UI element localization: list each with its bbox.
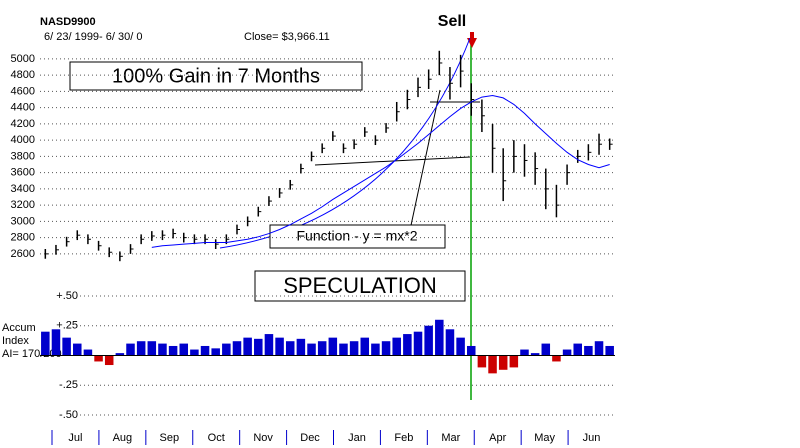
accum-bar — [381, 341, 391, 356]
y-tick-label: 3800 — [11, 150, 35, 162]
x-tick-label: Nov — [253, 432, 273, 444]
accum-bar — [552, 355, 561, 362]
accum-bar — [211, 348, 220, 356]
y-tick-label: 4400 — [11, 102, 35, 114]
accum-bar — [541, 343, 551, 356]
accum-bar — [179, 343, 189, 356]
accum-bar — [339, 343, 348, 356]
accum-bar — [73, 343, 82, 356]
accum-bar — [413, 331, 423, 356]
x-tick-label: Mar — [441, 432, 460, 444]
accum-bar — [594, 341, 604, 356]
y-tick-label: 4600 — [11, 85, 35, 97]
accum-bar — [360, 337, 370, 356]
y-tick-label: 3600 — [11, 167, 35, 179]
accum-bar — [349, 341, 359, 356]
x-tick-label: Oct — [208, 432, 225, 444]
accum-bar — [520, 349, 529, 356]
accum-bar — [41, 331, 50, 356]
x-tick-label: Dec — [300, 432, 320, 444]
annotation-box — [269, 224, 446, 249]
accum-bar — [104, 355, 114, 366]
axis-label: Accum — [2, 322, 36, 334]
trend-line — [409, 89, 441, 231]
y-tick-label: -.50 — [59, 409, 78, 421]
annotation: Function - y = mx*2 — [297, 228, 418, 244]
accum-bar — [168, 345, 178, 356]
trend-line — [314, 156, 471, 166]
accum-bar — [264, 334, 274, 356]
y-tick-label: 3400 — [11, 183, 35, 195]
accum-bar — [562, 349, 572, 356]
close-label: Close= $3,966.11 — [244, 31, 330, 43]
y-tick-label: -.25 — [59, 379, 78, 391]
accum-bar — [307, 343, 316, 356]
y-tick-label: +.50 — [56, 290, 78, 302]
accum-bar — [285, 341, 295, 356]
accum-bar — [296, 338, 306, 356]
accum-bar — [466, 345, 476, 356]
accum-bar — [530, 353, 540, 356]
accum-bar — [254, 338, 263, 356]
y-tick-label: 3000 — [11, 215, 35, 227]
accum-bar — [445, 329, 455, 356]
y-tick-label: 4800 — [11, 69, 35, 81]
accum-bar — [94, 355, 103, 362]
accum-bar — [62, 337, 71, 356]
accum-bar — [232, 341, 242, 356]
accum-bar — [456, 337, 465, 356]
x-tick-label: Sep — [160, 432, 180, 444]
accum-bar — [392, 337, 401, 356]
x-tick-label: Jan — [348, 432, 366, 444]
accum-bar — [371, 343, 380, 356]
accum-bar — [584, 345, 593, 356]
accum-bar — [115, 353, 125, 356]
accum-bar — [573, 343, 582, 356]
accum-bar — [243, 337, 252, 356]
x-tick-label: Feb — [394, 432, 413, 444]
accum-bar — [83, 349, 93, 356]
accum-bar — [126, 343, 135, 356]
x-tick-label: Jul — [68, 432, 82, 444]
axis-label: Index — [2, 335, 29, 347]
accum-bar — [317, 341, 327, 356]
accum-bar — [435, 319, 444, 356]
accum-bar — [403, 334, 412, 356]
sell-label: Sell — [438, 13, 466, 30]
accum-bar — [605, 345, 614, 356]
accum-bar — [222, 343, 231, 356]
accum-bar — [200, 345, 210, 356]
x-tick-label: Apr — [489, 432, 506, 444]
y-tick-label: 3200 — [11, 199, 35, 211]
annotation-box — [69, 61, 363, 91]
y-tick-label: 2600 — [11, 248, 35, 260]
accum-bar — [147, 341, 157, 356]
accum-bar — [424, 325, 433, 356]
accum-bar — [136, 341, 146, 356]
y-tick-label: 5000 — [11, 53, 35, 65]
sell-arrow — [467, 32, 477, 48]
accum-bar — [158, 343, 167, 356]
accum-bar — [477, 355, 487, 368]
x-tick-label: May — [534, 432, 555, 444]
y-tick-label: 4000 — [11, 134, 35, 146]
accum-bar — [488, 355, 497, 374]
y-tick-label: 4200 — [11, 118, 35, 130]
accum-bar — [190, 349, 199, 356]
accum-bar — [498, 355, 508, 370]
y-tick-label: +.25 — [56, 320, 78, 332]
annotation: SPECULATION — [283, 273, 437, 298]
x-tick-label: Jun — [583, 432, 601, 444]
accum-bar — [51, 329, 61, 356]
moving-average — [151, 94, 610, 248]
accum-bar — [509, 355, 519, 368]
chart-title: NASD9900 — [40, 16, 96, 28]
x-tick-label: Aug — [113, 432, 133, 444]
y-tick-label: 2800 — [11, 232, 35, 244]
annotation: 100% Gain in 7 Months — [112, 65, 320, 87]
accum-bar — [275, 337, 284, 356]
chart-subtitle: 6/ 23/ 1999- 6/ 30/ 0 — [44, 31, 142, 43]
accum-bar — [328, 337, 338, 356]
